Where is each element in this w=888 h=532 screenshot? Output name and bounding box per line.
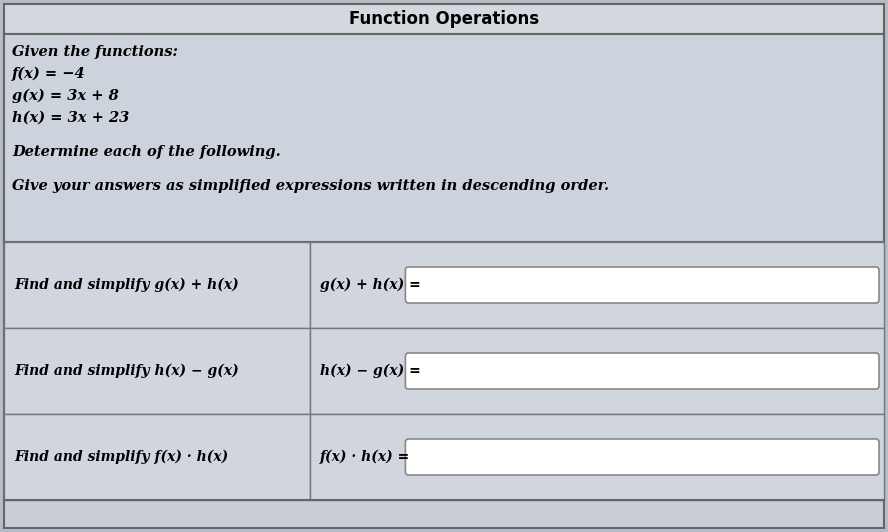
Bar [4, 4, 884, 34]
Text: Function Operations: Function Operations [349, 10, 539, 28]
Bar [310, 414, 884, 500]
Text: f(x) · h(x) =: f(x) · h(x) = [320, 450, 410, 464]
FancyBboxPatch shape [406, 439, 879, 475]
Bar [4, 242, 310, 328]
Bar [310, 328, 884, 414]
Text: h(x) − g(x) =: h(x) − g(x) = [320, 364, 421, 378]
Text: g(x) = 3x + 8: g(x) = 3x + 8 [12, 89, 119, 103]
FancyBboxPatch shape [406, 353, 879, 389]
FancyBboxPatch shape [406, 267, 879, 303]
Text: Find and simplify h(x) − g(x): Find and simplify h(x) − g(x) [14, 364, 239, 378]
Text: f(x) = −4: f(x) = −4 [12, 67, 85, 81]
Text: Find and simplify g(x) + h(x): Find and simplify g(x) + h(x) [14, 278, 239, 292]
Bar [4, 34, 884, 242]
Text: Give your answers as simplified expressions written in descending order.: Give your answers as simplified expressi… [12, 179, 609, 193]
Text: Find and simplify f(x) · h(x): Find and simplify f(x) · h(x) [14, 450, 228, 464]
Text: Given the functions:: Given the functions: [12, 45, 178, 59]
Bar [4, 328, 310, 414]
Text: g(x) + h(x) =: g(x) + h(x) = [320, 278, 421, 292]
Bar [4, 414, 310, 500]
Bar [310, 242, 884, 328]
Text: Determine each of the following.: Determine each of the following. [12, 145, 281, 159]
Text: h(x) = 3x + 23: h(x) = 3x + 23 [12, 111, 130, 125]
